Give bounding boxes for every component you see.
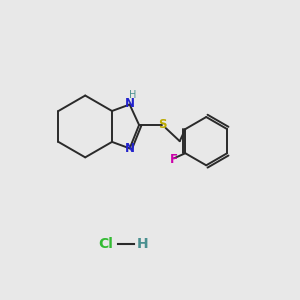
Text: H: H — [129, 90, 136, 100]
Text: H: H — [137, 237, 148, 251]
Text: N: N — [125, 142, 135, 155]
Text: S: S — [158, 118, 166, 131]
Text: Cl: Cl — [98, 237, 113, 251]
Text: N: N — [125, 98, 135, 110]
Text: F: F — [170, 153, 178, 167]
